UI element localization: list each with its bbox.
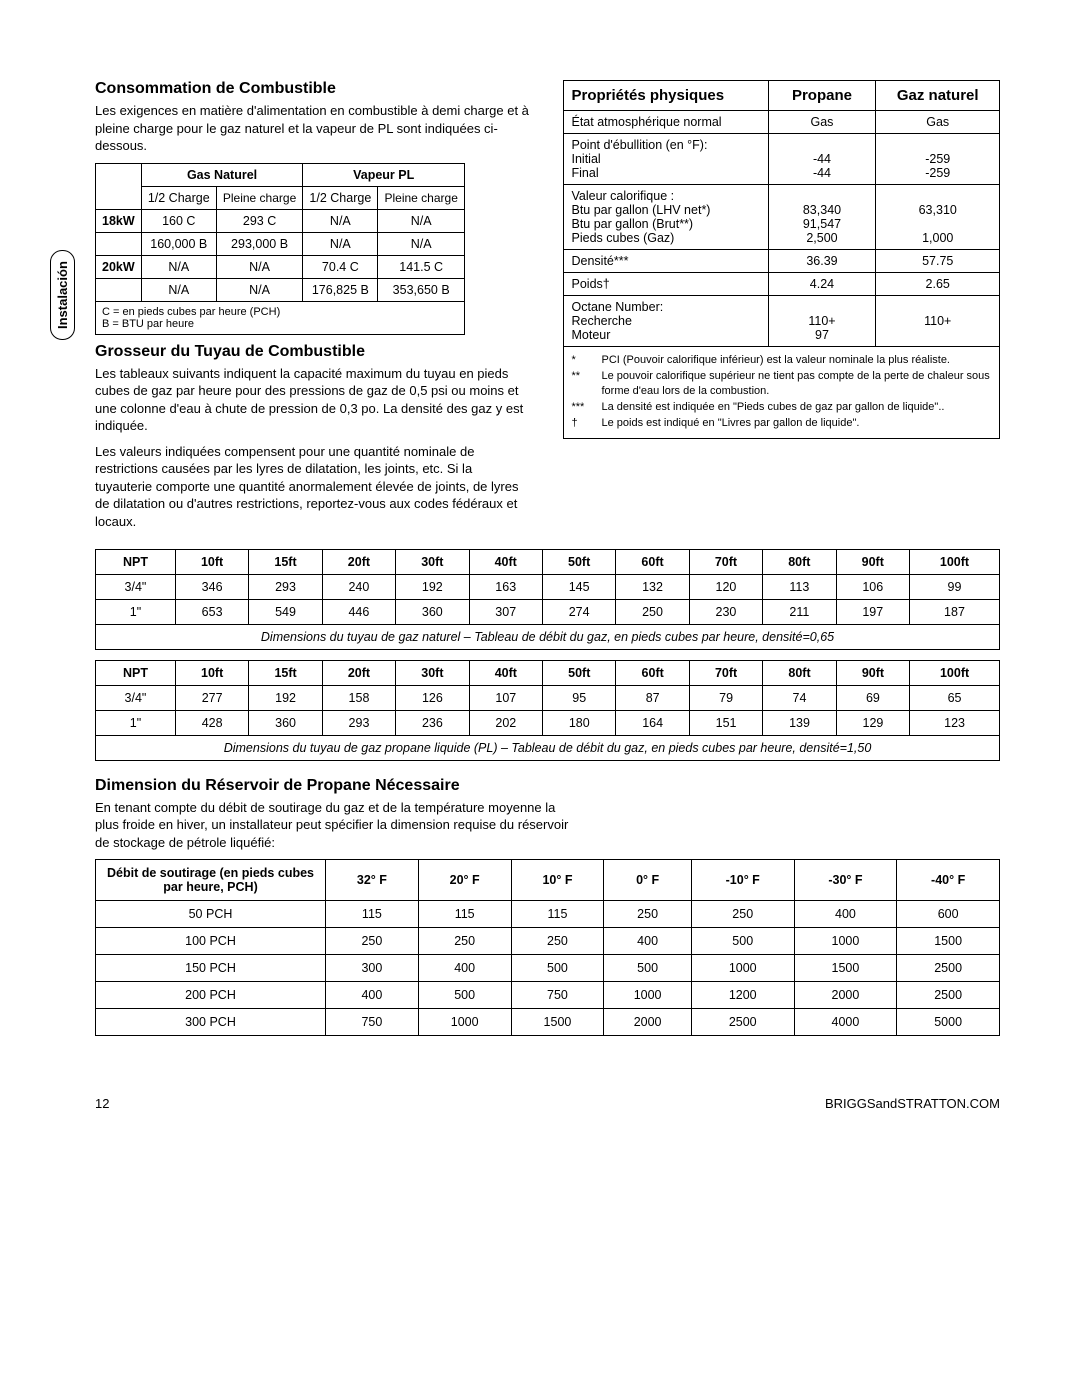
pipe-lp-table: NPT 10ft 15ft 20ft 30ft 40ft 50ft 60ft 7… (95, 660, 1000, 761)
prop-h3: Gaz naturel (876, 81, 1000, 111)
section3-title: Dimension du Réservoir de Propane Nécess… (95, 777, 1000, 795)
fuel-h-gas: Gas Naturel (141, 163, 303, 186)
physical-properties-table: Propriétés physiques Propane Gaz naturel… (563, 80, 1001, 439)
prop-h1: Propriétés physiques (563, 81, 768, 111)
side-tab: Instalación (50, 250, 75, 340)
fuel-h-vapor: Vapeur PL (303, 163, 465, 186)
fuel-h-full-2: Pleine charge (378, 186, 465, 209)
section1-title: Consommation de Combustible (95, 80, 533, 98)
pipe-ng-caption: Dimensions du tuyau de gaz naturel – Tab… (96, 624, 1000, 649)
section1-intro: Les exigences en matière d'alimentation … (95, 102, 533, 155)
fuel-h-full-1: Pleine charge (216, 186, 303, 209)
prop-notes: *PCI (Pouvoir calorifique inférieur) est… (563, 347, 1000, 439)
pipe-lp-caption: Dimensions du tuyau de gaz propane liqui… (96, 735, 1000, 760)
prop-h2: Propane (768, 81, 876, 111)
section2-title: Grosseur du Tuyau de Combustible (95, 343, 533, 361)
fuel-h-half-2: 1/2 Charge (303, 186, 378, 209)
section3-p1: En tenant compte du débit de soutirage d… (95, 799, 575, 852)
fuel-r3-label: 20kW (96, 255, 142, 278)
brand-footer: BRIGGSandSTRATTON.COM (825, 1096, 1000, 1111)
page-number: 12 (95, 1096, 109, 1111)
section2-p1: Les tableaux suivants indiquent la capac… (95, 365, 533, 435)
fuel-consumption-table: Gas Naturel Vapeur PL 1/2 Charge Pleine … (95, 163, 465, 335)
section2-p2: Les valeurs indiquées compensent pour un… (95, 443, 533, 531)
pipe-ng-table: NPT 10ft 15ft 20ft 30ft 40ft 50ft 60ft 7… (95, 549, 1000, 650)
fuel-foot: C = en pieds cubes par heure (PCH) B = B… (96, 301, 465, 334)
tank-size-table: Débit de soutirage (en pieds cubes par h… (95, 859, 1000, 1036)
fuel-h-half-1: 1/2 Charge (141, 186, 216, 209)
fuel-r1-label: 18kW (96, 209, 142, 232)
